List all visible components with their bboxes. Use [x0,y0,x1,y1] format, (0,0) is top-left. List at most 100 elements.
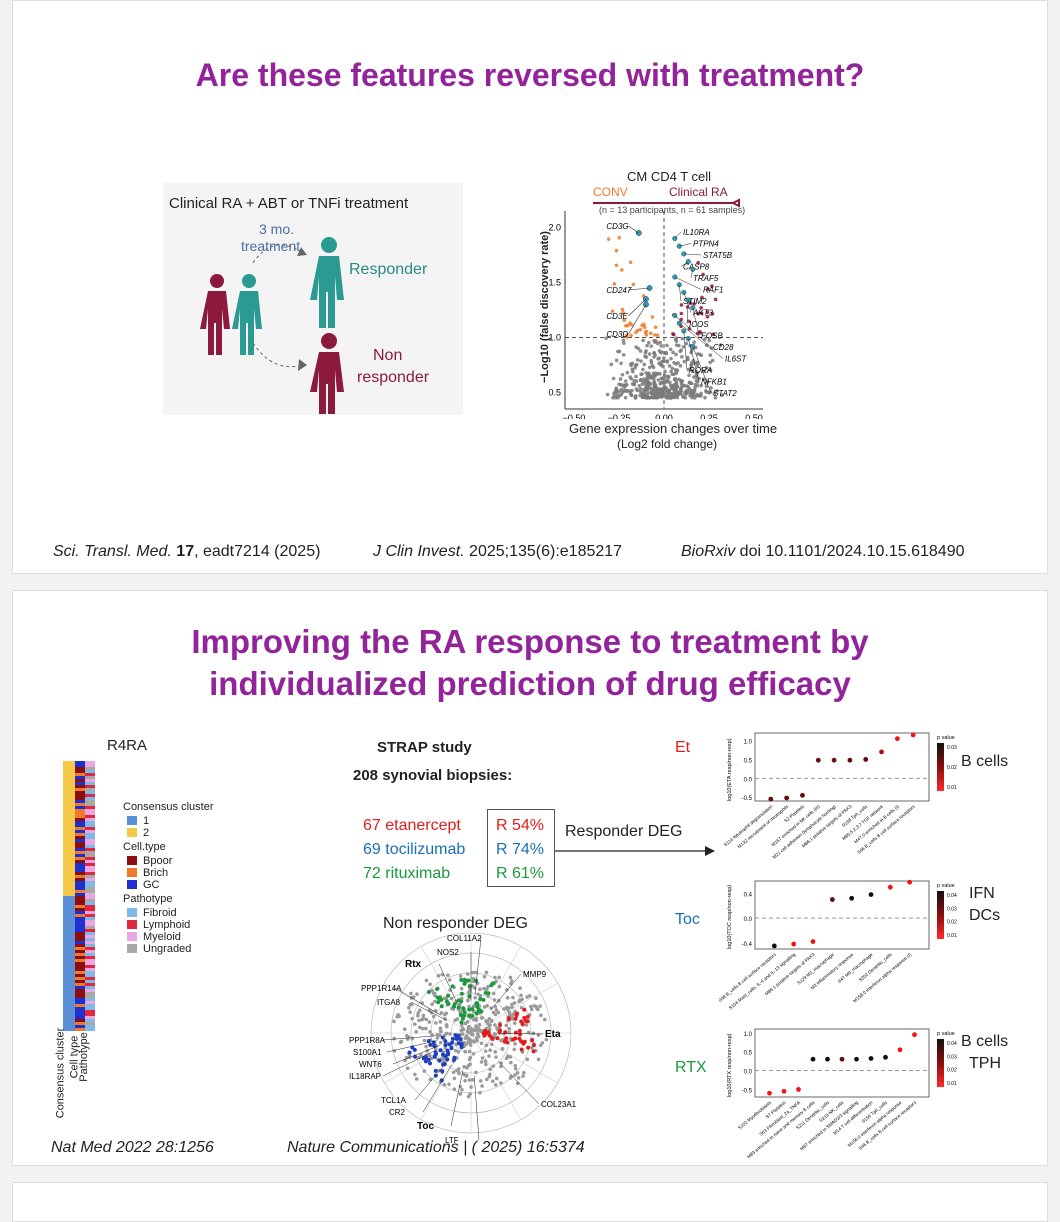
heatmap-cell-consensus [63,1001,75,1005]
dot-panel-legend-tick: 0.04 [947,893,957,899]
volcano-point [617,235,622,240]
radial-highlight-point [423,1059,428,1064]
volcano-point [662,373,667,377]
dot-panel-et: Et B cells 1.0 0.5 0.0 -0.5 log10(ETA resp/non… [663,727,1043,872]
volcano-point [665,360,669,364]
radial-point [524,1023,529,1027]
radial-point [519,1005,524,1010]
dot-panel-colorbar [937,743,944,791]
heatmap-cell-pathotype [85,1007,95,1011]
volcano-point [699,394,703,398]
heatmap-cell-celltype [75,941,85,945]
radial-point [494,1008,499,1012]
volcano-highlight-point [676,243,682,249]
radial-highlight-point [531,1043,536,1048]
heatmap-cell-pathotype [85,944,95,948]
radial-highlight-point [459,978,464,983]
heatmap-cell-celltype [75,797,85,801]
heatmap-cell-pathotype [85,809,95,813]
heatmap-cell-pathotype [85,791,95,795]
heatmap-cell-consensus [63,974,75,978]
heatmap-cell-pathotype [85,905,95,909]
radial-highlight-point [513,1016,518,1021]
dot-panel-point [810,1056,816,1062]
radial-gene-label: CR2 [389,1108,406,1117]
treatment-label-2: treatment [241,238,301,254]
heatmap-cell-consensus [63,818,75,822]
dot-panel-legend-tick: 0.01 [947,1081,957,1087]
radial-point [442,1082,447,1087]
volcano-point [700,295,704,300]
volcano-point [665,379,670,384]
heatmap-cell-celltype [75,977,85,981]
radial-point [487,1054,491,1058]
radial-gene-label: PPP1R14A [361,984,402,993]
radial-highlight-point [481,997,486,1002]
heatmap-cell-consensus [63,797,75,801]
heatmap-cell-pathotype [85,794,95,798]
heatmap-cell-consensus [63,983,75,987]
volcano-gene-label: STIM2 [683,297,707,306]
volcano-point [674,352,678,357]
radial-highlight-point [459,1020,464,1025]
volcano-label-leader [679,323,724,359]
heatmap-cell-pathotype [85,842,95,846]
dot-panel-y-tick: -0.5 [742,1088,753,1094]
volcano-point [671,332,676,337]
dot-panel-rtx: RTX B cells TPH 1.0 0.5 0.0 -0.5 log10(RTX resp… [663,1023,1043,1165]
radial-point [500,1047,505,1051]
radial-highlight-point [460,1016,465,1021]
heatmap-cell-consensus [63,920,75,924]
volcano-point [628,260,633,265]
legend-item-consensus: 1 [127,815,149,827]
volcano-y-tick: 1.0 [548,333,561,343]
heatmap-cell-celltype [75,914,85,918]
volcano-point [605,392,610,397]
heatmap-cell-celltype [75,989,85,993]
volcano-point [651,365,656,370]
volcano-point [604,336,608,340]
legend-item-pathotype: Lymphoid [127,919,190,931]
radial-point [452,1087,457,1091]
dot-panel-y-tick: 0.0 [744,917,753,923]
radial-highlight-point [458,1037,463,1042]
heatmap-cell-celltype [75,833,85,837]
heatmap-cell-pathotype [85,833,95,837]
heatmap-cell-pathotype [85,779,95,783]
radial-gene-label: LTF [445,1136,459,1145]
radial-point [479,1041,484,1046]
radial-point [512,1047,517,1052]
heatmap-cell-consensus [63,881,75,885]
radial-point [408,1010,412,1014]
radial-point [490,1079,495,1083]
heatmap-cell-celltype [75,938,85,942]
dot-panel-legend-tick: 0.02 [947,920,957,926]
heatmap-cell-pathotype [85,908,95,912]
volcano-point [642,362,647,367]
heatmap-cell-consensus [63,1007,75,1011]
heatmap-cell-consensus [63,839,75,843]
radial-point [446,973,450,977]
radial-highlight-point [519,1047,524,1052]
radial-point [467,1037,472,1042]
radial-point [502,1007,506,1011]
radial-highlight-point [443,1054,448,1059]
radial-point [430,1002,435,1006]
dot-panel-point [883,1054,888,1060]
heatmap-cell-celltype [75,944,85,948]
dot-panel-point [784,795,790,801]
heatmap-cell-celltype [75,1001,85,1005]
volcano-point [708,360,712,365]
heatmap-cell-celltype [75,1025,85,1029]
radial-point [416,1011,420,1015]
volcano-point [660,381,665,385]
radial-point [447,978,452,982]
radial-point [428,982,432,987]
dot-panel-x-label: S202 Dendritic_cells [858,951,894,982]
strap-subtitle: 208 synovial biopsies: [353,767,513,784]
volcano-point [653,382,658,387]
heatmap-cell-consensus [63,953,75,957]
heatmap-cell-pathotype [85,803,95,807]
heatmap-cell-consensus [63,848,75,852]
volcano-label-leader [628,298,647,317]
